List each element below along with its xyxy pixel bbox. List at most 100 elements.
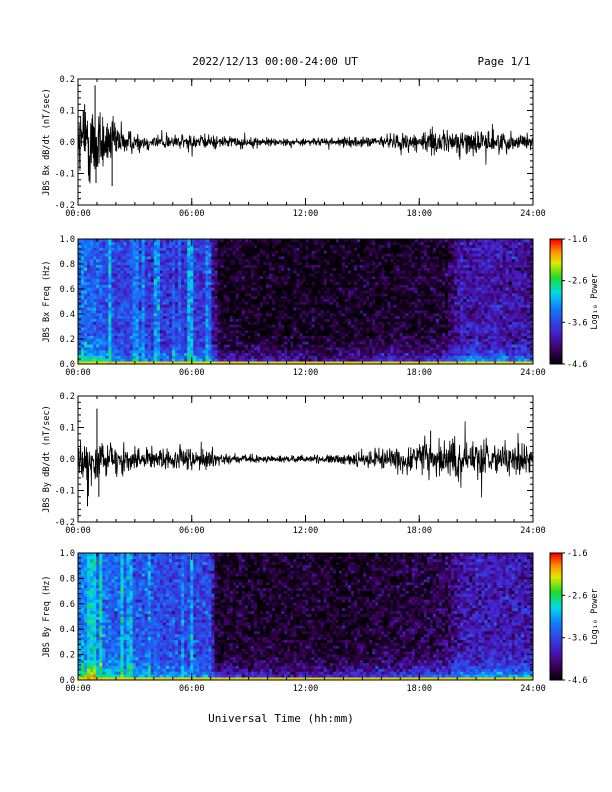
spectrogram-cell: [366, 346, 370, 351]
spectrogram-cell: [284, 352, 288, 356]
spectrogram-cell: [232, 307, 237, 311]
spectrogram-cell: [408, 264, 413, 268]
spectrogram-cell: [232, 298, 237, 302]
spectrogram-cell: [275, 324, 279, 328]
spectrogram-cell: [126, 301, 130, 305]
spectrogram-cell: [381, 295, 385, 300]
spectrogram-cell: [178, 346, 182, 351]
spectrogram-cell: [311, 335, 315, 339]
spectrogram-cell: [184, 278, 188, 283]
spectrogram-cell: [232, 346, 237, 351]
spectrogram-cell: [159, 290, 164, 294]
spectrogram-cell: [126, 250, 130, 254]
spectrogram-cell: [84, 327, 88, 331]
spectrogram-cell: [138, 307, 143, 311]
spectrogram-cell: [117, 264, 121, 268]
spectrogram-cell: [381, 324, 385, 328]
spectrogram-cell: [341, 324, 346, 328]
spectrogram-cell: [156, 261, 161, 265]
spectrogram-cell: [84, 244, 88, 248]
spectrogram-cell: [93, 315, 97, 319]
spectrogram-cell: [357, 267, 361, 271]
spectrogram-cell: [217, 258, 221, 263]
spectrogram-cell: [256, 324, 261, 328]
spectrogram-cell: [111, 287, 115, 291]
spectrogram-cell: [165, 332, 170, 336]
spectrogram-cell: [290, 239, 294, 243]
spectrogram-cell: [296, 358, 300, 362]
spectrogram-cell: [205, 284, 209, 288]
spectrogram-cell: [223, 344, 228, 348]
spectrogram-cell: [266, 253, 270, 257]
spectrogram-cell: [260, 318, 264, 322]
spectrogram-cell: [378, 312, 382, 317]
spectrogram-cell: [162, 321, 167, 325]
spectrogram-cell: [126, 247, 130, 251]
spectrogram-cell: [223, 264, 228, 268]
spectrogram-cell: [384, 352, 388, 356]
spectrogram-cell: [275, 290, 279, 294]
spectrogram-cell: [299, 290, 303, 294]
spectrogram-cell: [354, 275, 358, 280]
spectrogram-cell: [162, 335, 167, 339]
spectrogram-cell: [135, 355, 140, 359]
spectrogram-cell: [387, 275, 391, 280]
spectrogram-cell: [375, 310, 379, 314]
spectrogram-cell: [129, 312, 133, 317]
spectrogram-cell: [190, 312, 194, 317]
spectrogram-cell: [78, 318, 82, 322]
spectrogram-cell: [305, 304, 309, 308]
spectrogram-cell: [357, 307, 361, 311]
spectrogram-cell: [323, 349, 328, 354]
spectrogram-cell: [144, 315, 149, 319]
spectrogram-cell: [187, 346, 191, 351]
spectrogram-cell: [332, 324, 337, 328]
spectrogram-cell: [296, 287, 300, 291]
spectrogram-cell: [378, 341, 382, 345]
spectrogram-cell: [129, 329, 133, 334]
spectrogram-cell: [241, 241, 246, 246]
spectrogram-cell: [165, 318, 170, 322]
spectrogram-cell: [411, 301, 416, 305]
spectrogram-cell: [381, 352, 385, 356]
spectrogram-cell: [120, 324, 124, 328]
spectrogram-cell: [138, 324, 143, 328]
spectrogram-cell: [232, 247, 237, 251]
spectrogram-cell: [199, 267, 203, 271]
spectrogram-cell: [87, 307, 91, 311]
spectrogram-cell: [317, 290, 322, 294]
spectrogram-cell: [223, 244, 228, 248]
spectrogram-cell: [390, 275, 394, 280]
spectrogram-cell: [375, 361, 379, 365]
spectrogram-cell: [199, 264, 203, 268]
spectrogram-cell: [317, 244, 322, 248]
spectrogram-cell: [144, 298, 149, 302]
spectrogram-cell: [81, 304, 85, 308]
spectrogram-cell: [238, 247, 243, 251]
spectrogram-cell: [181, 304, 185, 308]
spectrogram-cell: [181, 346, 185, 351]
spectrogram-cell: [108, 338, 112, 342]
spectrogram-cell: [393, 264, 397, 268]
spectrogram-cell: [135, 258, 140, 263]
spectrogram-cell: [260, 261, 264, 265]
spectrogram-cell: [114, 318, 118, 322]
spectrogram-cell: [402, 332, 406, 336]
spectrogram-cell: [399, 250, 403, 254]
spectrogram-cell: [181, 275, 185, 280]
spectrogram-cell: [314, 292, 319, 297]
spectrogram-cell: [402, 270, 406, 274]
spectrogram-cell: [317, 261, 322, 265]
spectrogram-cell: [93, 358, 97, 362]
spectrogram-cell: [235, 341, 240, 345]
spectrogram-cell: [402, 247, 406, 251]
spectrogram-cell: [314, 250, 319, 254]
spectrogram-cell: [354, 335, 358, 339]
spectrogram-cell: [384, 287, 388, 291]
spectrogram-cell: [150, 258, 155, 263]
spectrogram-cell: [223, 361, 228, 365]
spectrogram-cell: [144, 253, 149, 257]
spectrogram-cell: [396, 241, 400, 246]
spectrogram-cell: [250, 332, 255, 336]
spectrogram-cell: [217, 256, 221, 260]
